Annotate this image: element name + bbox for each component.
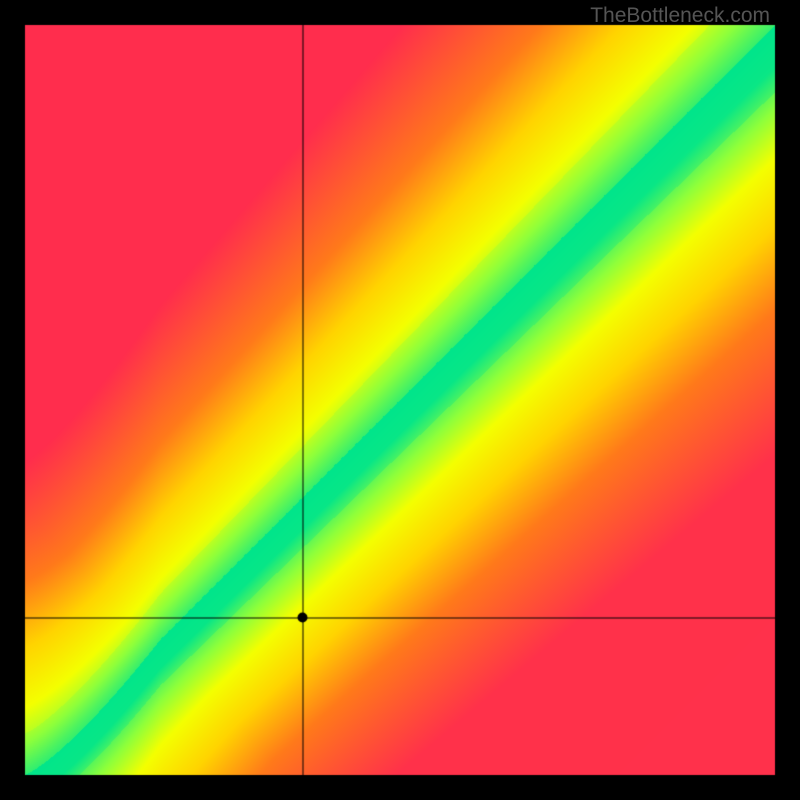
bottleneck-heatmap [0,0,800,800]
watermark-text: TheBottleneck.com [590,4,770,28]
